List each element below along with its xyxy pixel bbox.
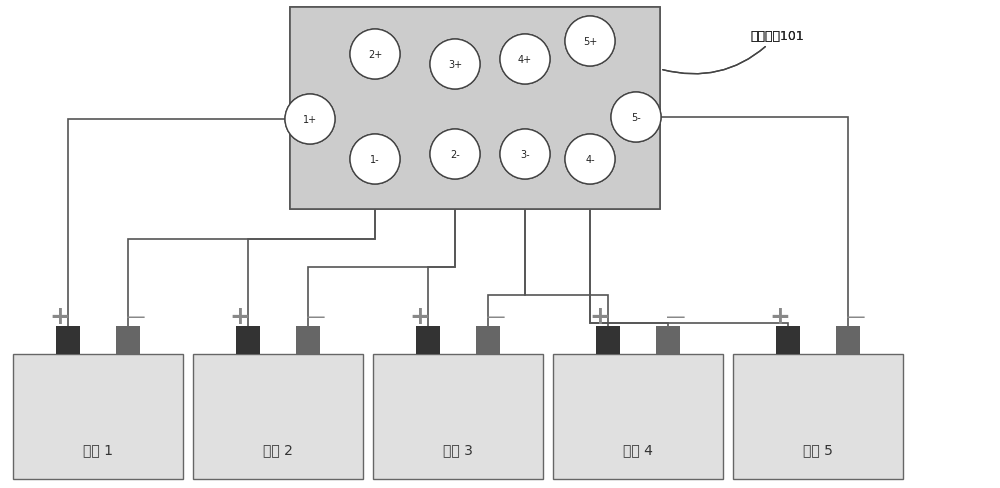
- Ellipse shape: [430, 40, 480, 90]
- Bar: [236, 326, 260, 354]
- Text: +: +: [769, 305, 790, 328]
- Text: 2+: 2+: [368, 50, 382, 60]
- Ellipse shape: [285, 95, 335, 145]
- Ellipse shape: [611, 93, 661, 142]
- Bar: [116, 326, 140, 354]
- Text: 5+: 5+: [583, 37, 597, 47]
- Text: +: +: [409, 305, 430, 328]
- Text: 4+: 4+: [518, 55, 532, 65]
- Bar: [290, 8, 660, 209]
- Text: 切换插座101: 切换插座101: [663, 30, 804, 75]
- Text: 电池 4: 电池 4: [623, 442, 653, 456]
- Ellipse shape: [500, 130, 550, 180]
- Text: 2-: 2-: [450, 150, 460, 160]
- Text: —: —: [486, 307, 506, 326]
- Ellipse shape: [500, 130, 550, 180]
- Bar: [776, 326, 800, 354]
- Bar: [416, 326, 440, 354]
- Ellipse shape: [430, 130, 480, 180]
- Ellipse shape: [565, 17, 615, 67]
- Text: 切换插座101: 切换插座101: [663, 30, 804, 75]
- Bar: [193, 354, 363, 479]
- Text: 电池 3: 电池 3: [443, 442, 473, 456]
- Ellipse shape: [500, 35, 550, 85]
- Ellipse shape: [350, 135, 400, 184]
- Ellipse shape: [350, 135, 400, 184]
- Text: 5-: 5-: [631, 113, 641, 123]
- Ellipse shape: [500, 35, 550, 85]
- Text: 电池 1: 电池 1: [83, 442, 113, 456]
- Ellipse shape: [350, 30, 400, 80]
- Bar: [596, 326, 620, 354]
- Bar: [373, 354, 543, 479]
- Text: 1+: 1+: [303, 115, 317, 125]
- Ellipse shape: [565, 135, 615, 184]
- Text: 4+: 4+: [518, 55, 532, 65]
- Text: 5-: 5-: [631, 113, 641, 123]
- Text: +: +: [229, 305, 250, 328]
- Text: 电池 5: 电池 5: [803, 442, 833, 456]
- Text: 3-: 3-: [520, 150, 530, 160]
- Text: 4-: 4-: [585, 155, 595, 164]
- Ellipse shape: [430, 40, 480, 90]
- Text: +: +: [49, 305, 70, 328]
- Text: 1+: 1+: [303, 115, 317, 125]
- Ellipse shape: [611, 93, 661, 142]
- Bar: [290, 8, 660, 209]
- Text: +: +: [589, 305, 610, 328]
- Ellipse shape: [285, 95, 335, 145]
- Text: 2+: 2+: [368, 50, 382, 60]
- Bar: [56, 326, 80, 354]
- Bar: [296, 326, 320, 354]
- Text: —: —: [126, 307, 146, 326]
- Ellipse shape: [565, 135, 615, 184]
- Text: —: —: [306, 307, 326, 326]
- Bar: [13, 354, 183, 479]
- Ellipse shape: [350, 30, 400, 80]
- Bar: [476, 326, 500, 354]
- Ellipse shape: [565, 17, 615, 67]
- Bar: [836, 326, 860, 354]
- Ellipse shape: [430, 130, 480, 180]
- Text: 3+: 3+: [448, 60, 462, 70]
- Text: 1-: 1-: [370, 155, 380, 164]
- Text: 1-: 1-: [370, 155, 380, 164]
- Bar: [733, 354, 903, 479]
- Text: 2-: 2-: [450, 150, 460, 160]
- Text: —: —: [846, 307, 866, 326]
- Text: 4-: 4-: [585, 155, 595, 164]
- Bar: [553, 354, 723, 479]
- Text: 3+: 3+: [448, 60, 462, 70]
- Text: —: —: [666, 307, 686, 326]
- Bar: [656, 326, 680, 354]
- Text: 5+: 5+: [583, 37, 597, 47]
- Text: 电池 2: 电池 2: [263, 442, 293, 456]
- Text: 3-: 3-: [520, 150, 530, 160]
